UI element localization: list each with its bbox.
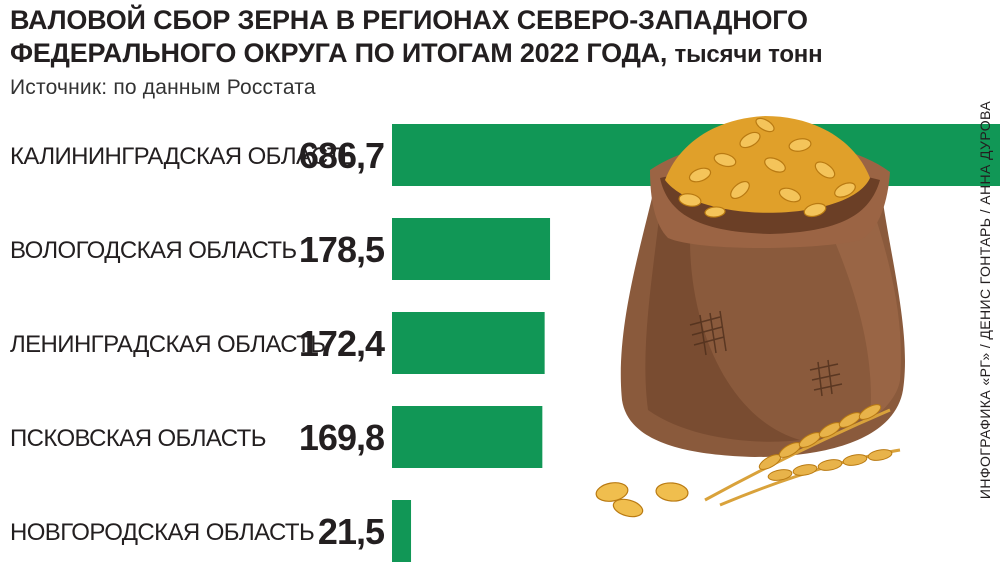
bar-5 [392,500,412,562]
value-label-4: 169,8 [299,417,384,458]
bar-3 [392,312,545,374]
category-label-2: ВОЛОГОДСКАЯ ОБЛАСТЬ [10,237,297,264]
grain-sack-icon [595,116,905,518]
value-label-2: 178,5 [299,229,385,270]
value-label-5: 21,5 [318,511,385,552]
title-main: ВАЛОВОЙ СБОР ЗЕРНА В РЕГИОНАХ СЕВЕРО-ЗАП… [10,5,808,68]
category-label-4: ПСКОВСКАЯ ОБЛАСТЬ [10,425,266,452]
category-label-3: ЛЕНИНГРАДСКАЯ ОБЛАСТЬ [10,331,325,358]
credit-line: ИНФОГРАФИКА «РГ» / ДЕНИС ГОНТАРЬ / АННА … [977,100,993,500]
category-label-5: НОВГОРОДСКАЯ ОБЛАСТЬ [10,519,314,546]
chart-title: ВАЛОВОЙ СБОР ЗЕРНА В РЕГИОНАХ СЕВЕРО-ЗАП… [10,4,950,71]
value-label-1: 686,7 [299,135,384,176]
category-label-1: КАЛИНИНГРАДСКАЯ ОБЛАСТЬ [10,143,356,170]
value-label-3: 172,4 [299,323,385,364]
bar-4 [392,406,543,468]
title-units: тысячи тонн [674,41,823,68]
bar-2 [392,218,551,280]
source-note: Источник: по данным Росстата [10,76,316,99]
